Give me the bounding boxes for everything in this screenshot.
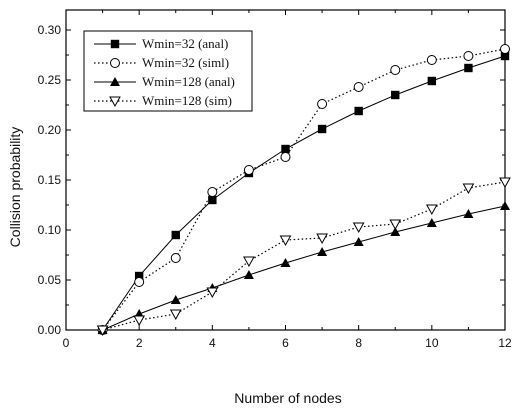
data-point	[353, 237, 364, 246]
data-point	[169, 309, 182, 321]
data-point	[390, 227, 401, 236]
legend: Wmin=32 (anal) Wmin=32 (siml) Wmin=128 (an…	[83, 30, 253, 112]
data-point	[464, 63, 473, 73]
y-tick-label: 0.00	[38, 323, 62, 337]
x-tick-label: 4	[209, 336, 216, 350]
x-tick-label: 2	[136, 336, 143, 350]
x-tick-label: 6	[282, 336, 289, 350]
legend-item: Wmin=128 (sim)	[94, 93, 232, 108]
data-point	[462, 183, 475, 195]
series-line	[102, 55, 506, 331]
data-point	[463, 209, 474, 218]
x-axis-label: Number of nodes	[234, 390, 341, 406]
series-3	[97, 201, 510, 334]
data-point	[170, 253, 181, 263]
y-tick-label: 0.20	[38, 123, 62, 137]
legend-marker	[110, 39, 120, 49]
series-4	[96, 177, 511, 337]
data-point	[427, 76, 437, 86]
data-point	[207, 187, 218, 197]
x-tick-label: 10	[425, 336, 439, 350]
data-point	[425, 204, 438, 216]
data-point	[426, 55, 437, 65]
data-point	[134, 277, 145, 287]
data-point	[280, 258, 291, 267]
data-point	[170, 295, 181, 304]
series-line	[102, 181, 506, 331]
y-tick-label: 0.05	[38, 273, 62, 287]
data-point	[391, 90, 400, 100]
legend-label: Wmin=32 (anal)	[142, 36, 228, 51]
x-axis-ticks: 0 2 4 6 8 10 12	[63, 10, 512, 350]
y-axis-label: Collision probability	[7, 127, 23, 248]
data-point	[206, 287, 219, 299]
data-point	[317, 99, 328, 109]
data-point	[389, 219, 402, 231]
data-point	[463, 51, 474, 61]
legend-marker	[110, 77, 120, 86]
series-line	[102, 205, 506, 331]
data-point	[281, 144, 290, 154]
data-point	[354, 106, 363, 116]
data-point	[500, 51, 510, 61]
data-point	[316, 233, 328, 245]
y-tick-label: 0.25	[38, 73, 62, 87]
legend-item: Wmin=32 (siml)	[94, 55, 229, 70]
data-point	[390, 65, 401, 75]
legend-item: Wmin=128 (anal)	[94, 74, 235, 89]
data-point	[500, 201, 510, 210]
legend-item: Wmin=32 (anal)	[94, 36, 228, 51]
data-point	[499, 177, 511, 189]
legend-label: Wmin=128 (anal)	[142, 74, 235, 89]
y-tick-label: 0.10	[38, 223, 62, 237]
data-point	[243, 270, 254, 279]
data-point	[243, 256, 255, 268]
legend-label: Wmin=128 (sim)	[142, 93, 232, 108]
data-point	[426, 218, 437, 227]
data-point	[317, 124, 327, 134]
data-point	[280, 152, 291, 162]
data-point	[133, 315, 146, 327]
data-point	[352, 222, 365, 234]
x-tick-label: 0	[63, 336, 70, 350]
data-point	[208, 195, 217, 205]
legend-label: Wmin=32 (siml)	[142, 55, 229, 70]
legend-marker	[109, 96, 121, 108]
series-line	[102, 48, 506, 331]
y-axis-ticks: 0.00 0.05 0.10 0.15 0.20 0.25 0.30	[38, 23, 505, 337]
data-point	[317, 247, 328, 256]
y-tick-label: 0.30	[38, 23, 62, 37]
series-layer	[96, 44, 511, 337]
data-point	[243, 165, 254, 175]
data-point	[96, 325, 109, 337]
data-point	[171, 230, 180, 240]
x-tick-label: 12	[498, 336, 512, 350]
legend-marker	[110, 58, 120, 68]
y-tick-label: 0.15	[38, 173, 62, 187]
data-point	[134, 271, 144, 281]
data-point	[353, 82, 364, 92]
data-point	[500, 44, 510, 54]
x-tick-label: 8	[355, 336, 362, 350]
data-point	[279, 235, 292, 247]
